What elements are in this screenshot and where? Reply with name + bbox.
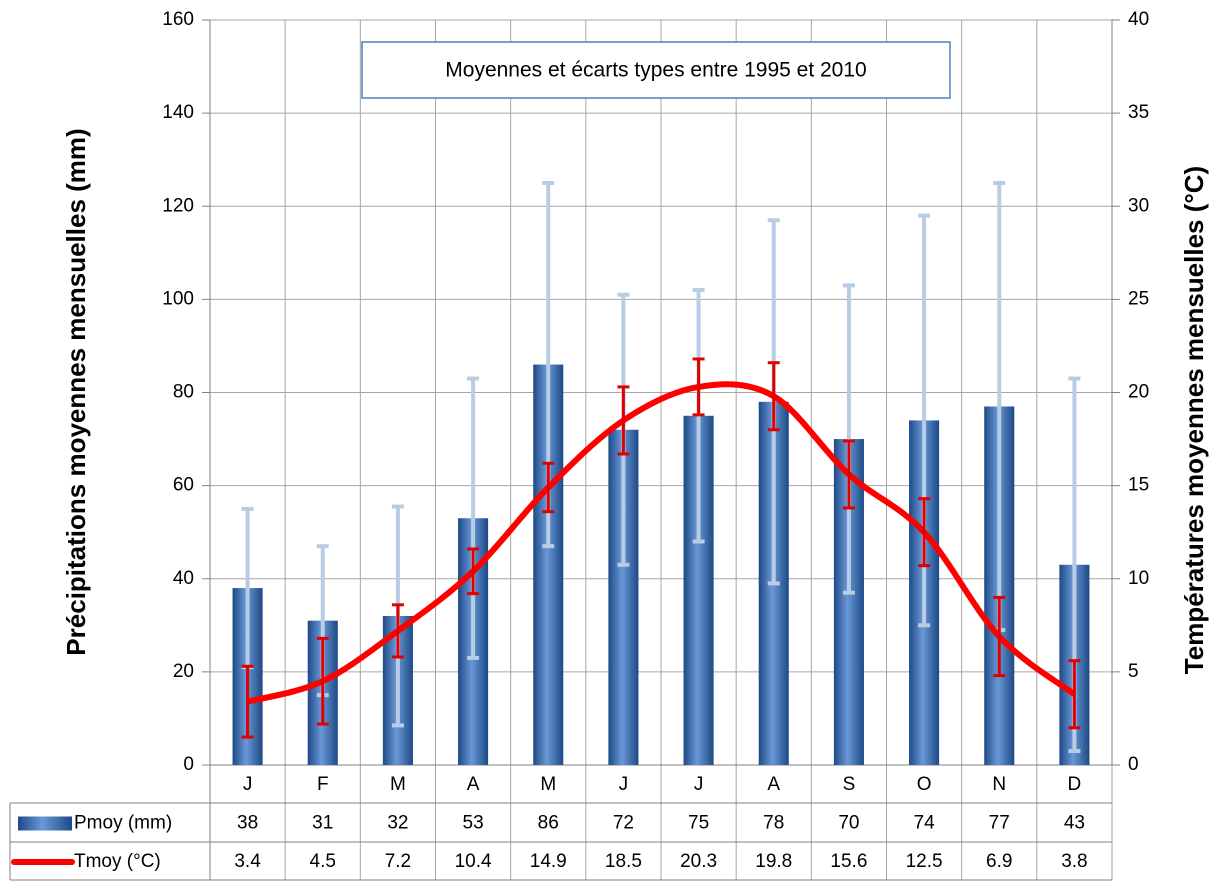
x-tick-label: J bbox=[619, 774, 629, 795]
table-value: 10.4 bbox=[455, 851, 492, 872]
x-tick-label: M bbox=[390, 774, 406, 795]
y-tick-label: 60 bbox=[173, 475, 194, 496]
y-tick-label: 0 bbox=[183, 754, 194, 775]
x-tick-label: J bbox=[243, 774, 253, 795]
error-bar bbox=[1068, 659, 1081, 730]
table-value: 32 bbox=[387, 813, 408, 834]
table-value: 70 bbox=[838, 813, 859, 834]
x-tick-label: F bbox=[317, 774, 329, 795]
x-tick-label: J bbox=[694, 774, 704, 795]
y2-tick-label: 10 bbox=[1128, 568, 1149, 589]
y-tick-label: 120 bbox=[162, 195, 194, 216]
legend-label: Tmoy (°C) bbox=[74, 851, 161, 872]
y-axis-title: Précipitations moyennes mensuelles (mm) bbox=[61, 128, 91, 655]
error-bar bbox=[918, 497, 931, 568]
table-value: 74 bbox=[914, 813, 936, 834]
table-value: 18.5 bbox=[605, 851, 642, 872]
table-value: 38 bbox=[237, 813, 258, 834]
x-tick-label: S bbox=[843, 774, 856, 795]
legend-swatch bbox=[18, 816, 72, 831]
annotation: Moyennes et écarts types entre 1995 et 2… bbox=[445, 59, 866, 82]
table-value: 14.9 bbox=[530, 851, 567, 872]
y-tick-label: 140 bbox=[162, 102, 194, 123]
table-value: 20.3 bbox=[680, 851, 717, 872]
table-value: 31 bbox=[312, 813, 333, 834]
error-bar bbox=[617, 385, 630, 456]
table-value: 6.9 bbox=[986, 851, 1012, 872]
table-value: 43 bbox=[1064, 813, 1085, 834]
x-tick-label: O bbox=[917, 774, 932, 795]
y2-tick-label: 20 bbox=[1128, 382, 1149, 403]
table-value: 19.8 bbox=[755, 851, 792, 872]
error-bar bbox=[391, 603, 404, 659]
error-bar bbox=[993, 595, 1006, 678]
y2-tick-label: 0 bbox=[1128, 754, 1139, 775]
y-tick-label: 20 bbox=[173, 661, 194, 682]
error-bar bbox=[316, 636, 329, 726]
table-value: 75 bbox=[688, 813, 709, 834]
error-bar bbox=[842, 283, 855, 595]
y2-tick-label: 5 bbox=[1128, 661, 1139, 682]
table-value: 4.5 bbox=[310, 851, 336, 872]
y-tick-label: 160 bbox=[162, 9, 194, 30]
y-tick-label: 100 bbox=[162, 288, 194, 309]
error-bar bbox=[842, 439, 855, 510]
table-value: 3.4 bbox=[234, 851, 261, 872]
y-tick-label: 40 bbox=[173, 568, 194, 589]
x-tick-label: M bbox=[540, 774, 556, 795]
table-value: 15.6 bbox=[830, 851, 867, 872]
y2-axis-title: Températures moyennes mensuelles (°C) bbox=[1179, 166, 1209, 674]
grid bbox=[9, 19, 1120, 881]
table-value: 12.5 bbox=[906, 851, 943, 872]
error-bar bbox=[241, 664, 254, 739]
y-tick-label: 80 bbox=[173, 382, 194, 403]
table-value: 7.2 bbox=[385, 851, 411, 872]
x-tick-label: N bbox=[992, 774, 1006, 795]
y2-tick-label: 15 bbox=[1128, 475, 1149, 496]
y2-tick-label: 30 bbox=[1128, 195, 1149, 216]
error-bar bbox=[542, 461, 555, 514]
legend-label: Pmoy (mm) bbox=[74, 813, 172, 834]
annotation-box bbox=[361, 41, 951, 99]
table-value: 3.8 bbox=[1061, 851, 1087, 872]
error-bar bbox=[467, 376, 480, 660]
front: 0 20 40 60 80 100 120 140 160 0 5 10 15 20 25 30 35 40 J F M… bbox=[11, 9, 1149, 872]
error-bar bbox=[692, 357, 705, 417]
table-value: 77 bbox=[989, 813, 1010, 834]
table-value: 86 bbox=[538, 813, 559, 834]
y2-tick-label: 40 bbox=[1128, 9, 1149, 30]
table-value: 53 bbox=[463, 813, 484, 834]
table-value: 78 bbox=[763, 813, 784, 834]
error-bar bbox=[767, 361, 780, 432]
error-bar bbox=[467, 547, 480, 596]
x-tick-label: D bbox=[1068, 774, 1082, 795]
table-value: 72 bbox=[613, 813, 634, 834]
x-tick-label: A bbox=[767, 774, 780, 795]
x-tick-label: A bbox=[467, 774, 480, 795]
y2-tick-label: 25 bbox=[1128, 288, 1149, 309]
y2-tick-label: 35 bbox=[1128, 102, 1149, 123]
bars bbox=[232, 180, 1090, 765]
